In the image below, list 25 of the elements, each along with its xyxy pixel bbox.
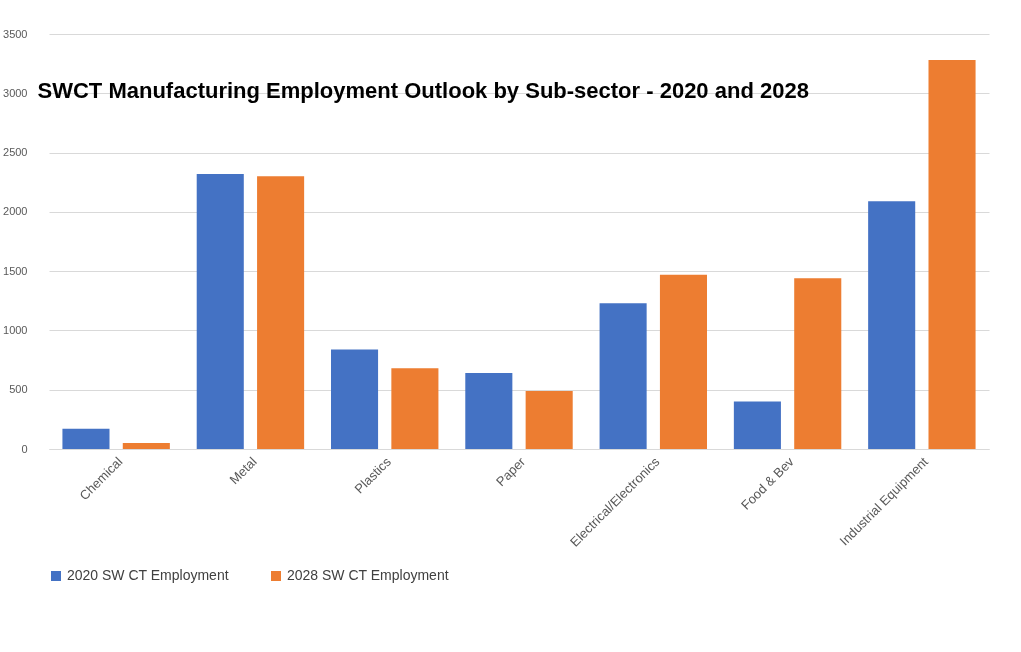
text: SWCT Manufacturing Employment Outlook by Sub-sector - 2020 and 2028 — [37, 78, 809, 103]
y-tick-label: 2000 — [3, 205, 28, 218]
bar — [868, 201, 916, 449]
y-tick-label: 2500 — [3, 146, 28, 159]
legend-label: 2028 SW CT Employment — [287, 567, 449, 583]
y-tick-label: 3500 — [3, 27, 28, 40]
bar — [733, 401, 781, 449]
bar — [525, 390, 573, 449]
bar — [196, 173, 244, 449]
y-tick-label: 3000 — [3, 86, 28, 99]
legend-label: 2020 SW CT Employment — [67, 567, 229, 583]
y-tick-label: 0 — [21, 442, 28, 455]
bar — [599, 303, 647, 449]
bar — [122, 443, 170, 449]
bar — [465, 373, 513, 449]
bar — [257, 176, 305, 449]
y-tick-label: 1000 — [3, 323, 28, 336]
bar — [794, 278, 842, 449]
bar — [62, 428, 110, 449]
bar — [391, 368, 439, 449]
bar — [331, 349, 379, 449]
y-tick-label: 1500 — [3, 264, 28, 277]
bar — [659, 274, 707, 449]
y-tick-label: 500 — [9, 383, 28, 396]
bar — [928, 60, 976, 449]
